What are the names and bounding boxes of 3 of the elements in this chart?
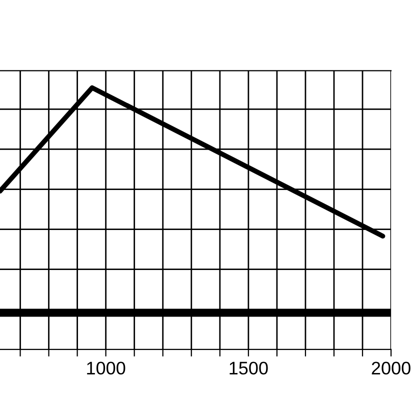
x-tick-label: 1500	[230, 362, 268, 375]
x-tick-label: 1000	[87, 362, 126, 375]
x-tick-label: 2000	[372, 362, 410, 375]
